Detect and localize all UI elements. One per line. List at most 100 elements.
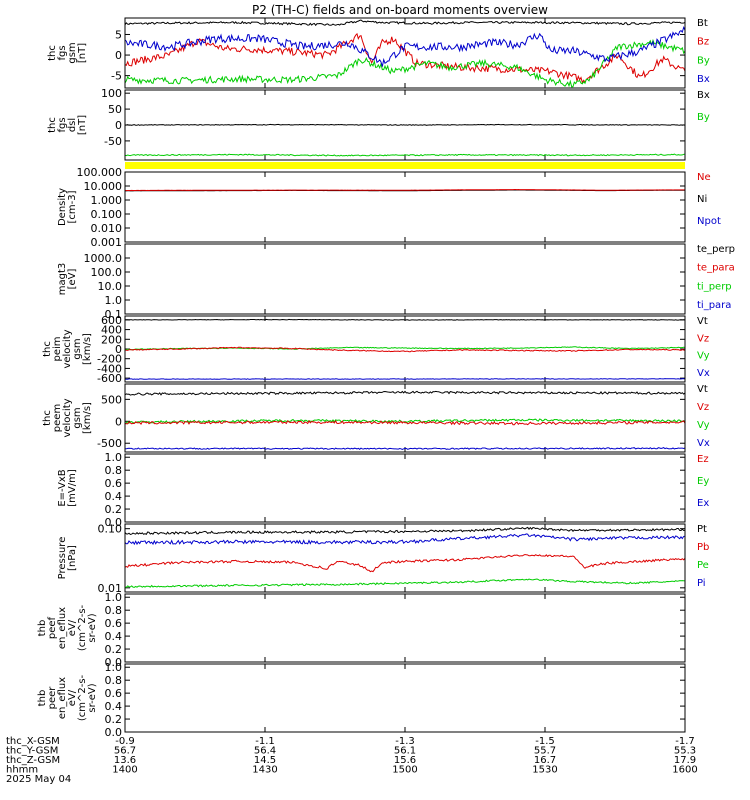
footer-value: -0.9 <box>115 736 135 747</box>
y-tick-label: 0.010 <box>91 222 123 235</box>
y-tick-label: 1.0 <box>105 591 123 604</box>
legend-entry-By: By <box>697 55 710 66</box>
series-Pi <box>124 533 686 546</box>
y-axis-label-line: eV/ <box>67 619 78 636</box>
panel-frame <box>124 17 686 89</box>
legend-entry-Vz: Vz <box>697 402 709 413</box>
footer-value: -1.7 <box>675 736 695 747</box>
series-Vt <box>124 390 686 396</box>
y-tick-label: 0.2 <box>105 713 123 726</box>
y-axis-label-line: Pressure <box>57 537 68 580</box>
y-tick-label: -200 <box>97 353 122 366</box>
y-tick-label: 0.2 <box>105 503 123 516</box>
footer-value: 15.6 <box>394 755 416 766</box>
legend-entry-Bz: Bz <box>697 37 709 48</box>
y-axis-label-line: [cm-3] <box>67 190 78 223</box>
footer-value: 1500 <box>392 765 417 776</box>
footer-value: 55.7 <box>534 746 556 757</box>
footer-value: 17.9 <box>674 755 696 766</box>
series-Pe <box>124 578 686 588</box>
footer-value: -1.5 <box>535 736 555 747</box>
panel-frame <box>124 383 686 453</box>
series-Vz <box>124 420 686 426</box>
legend-entry-Pb: Pb <box>697 542 709 553</box>
panel-frame <box>124 315 686 383</box>
footer-value: 1400 <box>112 765 137 776</box>
y-tick-label: 0.1 <box>105 308 123 321</box>
y-tick-label: -400 <box>97 362 122 375</box>
y-axis-label-line: thc <box>42 410 53 426</box>
y-axis-label-line: sr-eV) <box>87 613 98 642</box>
series-Pt <box>124 526 686 536</box>
y-tick-label: 0.8 <box>105 464 123 477</box>
legend-entry-te_para: te_para <box>697 263 735 274</box>
y-tick-label: 0.01 <box>98 582 123 595</box>
y-axis-label-line: [nT] <box>77 115 88 135</box>
series-Bt <box>124 19 686 27</box>
legend-entry-te_perp: te_perp <box>697 244 735 255</box>
y-tick-label: 0.6 <box>105 617 123 630</box>
y-tick-label: 1.0 <box>105 451 123 464</box>
y-tick-label: -600 <box>97 372 122 385</box>
panel-peer: 1.00.80.60.40.20.0 thb peer en_eflux eV/(cm^… <box>37 661 686 739</box>
y-tick-label: 0.4 <box>105 700 123 713</box>
y-axis-label-line: gsm <box>67 42 78 63</box>
y-tick-label: 400 <box>101 324 122 337</box>
panel-frame <box>124 171 686 243</box>
legend-entry-Vz: Vz <box>697 333 709 344</box>
footer-row-label: hhmm <box>6 765 38 776</box>
panel-efield: 1.00.80.60.40.20.0 E=-VxB [mV/m] Ez Ey Ex <box>57 451 709 529</box>
series-Ne <box>125 188 685 192</box>
y-axis-label-line: gsm <box>72 338 83 359</box>
y-tick-label: 0.6 <box>105 477 123 490</box>
y-tick-label: 0 <box>115 49 122 62</box>
y-axis-label-line: en_eflux <box>57 677 68 719</box>
panel-frame <box>124 663 686 733</box>
y-tick-label: -5 <box>111 70 122 83</box>
y-tick-label: 600 <box>101 314 122 327</box>
y-axis-label-line: [nPa] <box>67 545 78 571</box>
series-Vz <box>124 346 686 353</box>
footer-value: -1.1 <box>255 736 275 747</box>
legend-entry-Bt: Bt <box>697 18 708 29</box>
legend-entry-Ex: Ex <box>697 498 709 509</box>
legend-entry-Bx: Bx <box>697 74 710 85</box>
legend-entry-By: By <box>697 112 710 123</box>
legend-entry-Npot: Npot <box>697 216 721 227</box>
y-tick-label: 0.4 <box>105 490 123 503</box>
footer-row-label: thc_X-GSM <box>6 736 60 747</box>
y-axis-label-line: gsm <box>72 407 83 428</box>
legend-entry-Ez: Ez <box>697 454 709 465</box>
series-Pb <box>124 553 686 573</box>
y-axis-label-line: (cm^2-s- <box>77 604 88 651</box>
y-axis-label-line: velocity <box>62 398 73 437</box>
y-axis-label-line: eV/ <box>67 689 78 706</box>
y-tick-label: 0.0 <box>105 516 123 529</box>
y-axis-label-line: thc <box>42 341 53 357</box>
legend-entry-Vy: Vy <box>697 351 710 362</box>
y-axis-label-line: Density <box>57 188 68 226</box>
panel-frame <box>124 89 686 161</box>
y-tick-label: 0 <box>115 415 122 428</box>
footer-value: 55.3 <box>674 746 696 757</box>
y-tick-label: 50 <box>108 103 122 116</box>
footer-value: 56.7 <box>114 746 136 757</box>
footer-value: 13.6 <box>114 755 136 766</box>
y-axis-label-line: thc <box>47 45 58 61</box>
y-axis-label-line: [km/s] <box>82 402 93 434</box>
data-gap-bar <box>125 162 685 169</box>
panel-frame <box>124 523 686 593</box>
series-By <box>124 153 686 157</box>
legend-entry-Bx: Bx <box>697 90 710 101</box>
legend-entry-Ne: Ne <box>697 172 711 183</box>
y-tick-label: 1000.0 <box>84 252 123 265</box>
y-tick-label: 100.000 <box>77 166 123 179</box>
y-tick-label: 500 <box>101 393 122 406</box>
legend-entry-ti_para: ti_para <box>697 300 731 311</box>
y-tick-label: 100 <box>101 87 122 100</box>
y-axis-label-line: velocity <box>62 329 73 368</box>
series-Vy <box>124 418 686 424</box>
series-Vx <box>124 378 686 380</box>
y-axis-label-line: peim <box>52 336 63 361</box>
